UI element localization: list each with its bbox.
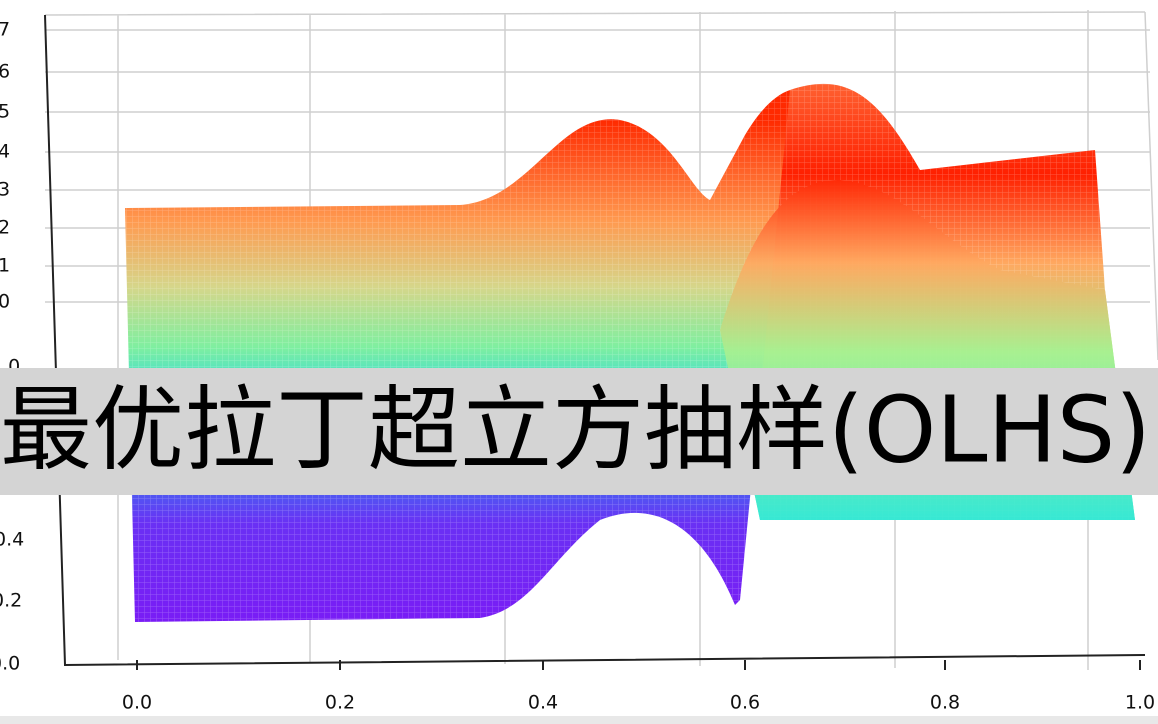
x-tick-label: 0.8 <box>930 692 960 714</box>
banner-title: 最优拉丁超立方抽样(OLHS) <box>0 376 1151 483</box>
y-tick-label: 0.0 <box>0 653 20 675</box>
y-tick-label: 5 <box>0 101 10 123</box>
banner-bg <box>0 368 1158 495</box>
bottom-bar <box>0 716 1158 724</box>
y-tick-label: 3 <box>0 179 10 201</box>
y-tick-label: 4 <box>0 141 10 163</box>
y-tick-label: 0 <box>0 291 10 313</box>
y-tick-label: 2 <box>0 217 10 239</box>
y-tick-label: 7 <box>0 19 10 41</box>
y-tick-label: 0.2 <box>0 590 22 612</box>
x-tick-label: 0.4 <box>528 692 558 714</box>
x-tick-label: 1.0 <box>1125 692 1155 714</box>
x-tick-label: 0.2 <box>325 692 355 714</box>
x-tick-label: 0.6 <box>730 692 760 714</box>
y-tick-label: 6 <box>0 61 10 83</box>
surface <box>125 83 1135 622</box>
x-tick-label: 0.0 <box>122 692 152 714</box>
y-tick-label: 1 <box>0 255 10 277</box>
y-tick-label: 0.4 <box>0 529 24 551</box>
